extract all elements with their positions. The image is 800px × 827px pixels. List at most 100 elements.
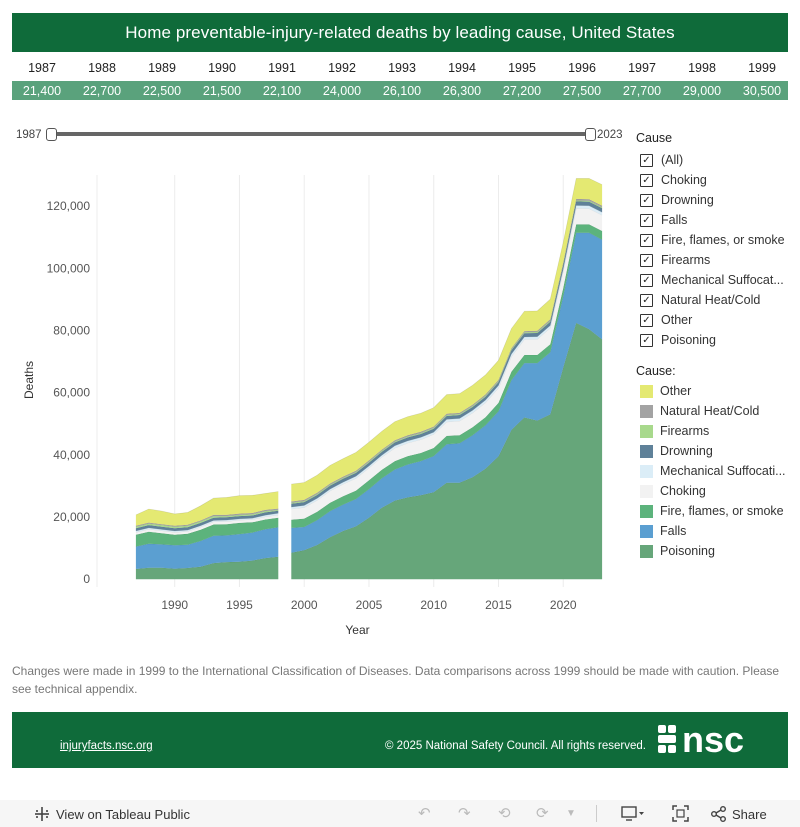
checkbox-checked-icon[interactable]: ✓ <box>640 293 653 307</box>
cause-filter-option[interactable]: ✓ Mechanical Suffocat... <box>640 270 795 290</box>
y-tick-label: 80,000 <box>53 323 90 337</box>
area-series <box>135 509 279 529</box>
undo-icon[interactable]: ↶ <box>418 805 431 822</box>
refresh-icon[interactable]: ⟳ <box>536 805 549 822</box>
revert-icon[interactable]: ⟲ <box>498 805 511 822</box>
cause-filter-label: Drowning <box>661 193 714 207</box>
legend-item[interactable]: Choking <box>640 481 795 501</box>
x-tick-label: 2010 <box>420 598 447 612</box>
checkbox-checked-icon[interactable]: ✓ <box>640 173 653 187</box>
cause-filter-option[interactable]: ✓ Poisoning <box>640 330 795 350</box>
legend-label: Mechanical Suffocati... <box>660 464 786 478</box>
area-series <box>291 232 603 553</box>
slider-start-label: 1987 <box>16 129 42 141</box>
summary-year: 1995 <box>508 61 536 75</box>
cause-filter-label: Firearms <box>661 253 711 267</box>
year-range-slider[interactable] <box>50 132 590 136</box>
legend-item[interactable]: Natural Heat/Cold <box>640 401 795 421</box>
area-series <box>135 517 279 547</box>
checkbox-checked-icon[interactable]: ✓ <box>640 253 653 267</box>
slider-end-handle[interactable] <box>585 128 596 141</box>
legend-label: Poisoning <box>660 544 715 558</box>
legend-item[interactable]: Falls <box>640 521 795 541</box>
summary-year: 1987 <box>28 61 56 75</box>
y-axis-title: Deaths <box>22 361 36 399</box>
legend-item[interactable]: Fire, flames, or smoke <box>640 501 795 521</box>
legend-item[interactable]: Mechanical Suffocati... <box>640 461 795 481</box>
checkbox-checked-icon[interactable]: ✓ <box>640 153 653 167</box>
legend-label: Other <box>660 384 692 398</box>
summary-year: 1994 <box>448 61 476 75</box>
y-tick-label: 20,000 <box>53 510 90 524</box>
view-on-tableau-button[interactable]: View on Tableau Public <box>34 806 190 822</box>
summary-year: 1993 <box>388 61 416 75</box>
cause-filter-option[interactable]: ✓ Fire, flames, or smoke <box>640 230 795 250</box>
legend-label: Fire, flames, or smoke <box>660 504 784 518</box>
cause-filter-option[interactable]: ✓ Drowning <box>640 190 795 210</box>
summary-value: 27,200 <box>502 83 542 98</box>
cause-filter-label: Poisoning <box>661 333 716 347</box>
checkbox-checked-icon[interactable]: ✓ <box>640 193 653 207</box>
cause-filter-option[interactable]: ✓ Other <box>640 310 795 330</box>
footer-banner: injuryfacts.nsc.org © 2025 National Safe… <box>12 712 788 768</box>
cause-filter-option[interactable]: ✓ Falls <box>640 210 795 230</box>
summary-year: 1990 <box>208 61 236 75</box>
cause-filter-label: Falls <box>661 213 688 227</box>
legend-item[interactable]: Poisoning <box>640 541 795 561</box>
x-tick-label: 2000 <box>291 598 318 612</box>
summary-value: 22,700 <box>82 83 122 98</box>
area-series <box>291 208 603 520</box>
summary-value: 30,500 <box>742 83 782 98</box>
refresh-dropdown-icon[interactable]: ▼ <box>566 808 576 819</box>
legend-swatch <box>640 384 653 398</box>
checkbox-checked-icon[interactable]: ✓ <box>640 273 653 287</box>
checkbox-checked-icon[interactable]: ✓ <box>640 233 653 247</box>
legend-swatch <box>640 524 653 538</box>
svg-text:nsc: nsc <box>682 722 744 758</box>
legend-label: Choking <box>660 484 706 498</box>
summary-year: 1989 <box>148 61 176 75</box>
cause-filter-list: ✓ (All) ✓ Choking ✓ Drowning ✓ Falls ✓ Fire, flam… <box>640 150 795 350</box>
legend-swatch <box>640 504 653 518</box>
x-tick-label: 1990 <box>161 598 188 612</box>
summary-value: 26,300 <box>442 83 482 98</box>
slider-start-handle[interactable] <box>46 128 57 141</box>
area-series <box>135 491 279 526</box>
injuryfacts-link[interactable]: injuryfacts.nsc.org <box>60 740 153 752</box>
summary-year: 1996 <box>568 61 596 75</box>
area-series <box>291 178 603 502</box>
summary-value: 27,700 <box>622 83 662 98</box>
legend-label: Falls <box>660 524 687 538</box>
legend-item[interactable]: Drowning <box>640 441 795 461</box>
legend-title: Cause: <box>636 364 676 378</box>
summary-value: 29,000 <box>682 83 722 98</box>
summary-value: 22,500 <box>142 83 182 98</box>
cause-filter-option[interactable]: ✓ Choking <box>640 170 795 190</box>
x-tick-label: 1995 <box>226 598 253 612</box>
icd-change-note: Changes were made in 1999 to the Interna… <box>12 664 780 696</box>
area-series <box>135 508 279 527</box>
redo-icon[interactable]: ↷ <box>458 805 471 822</box>
x-tick-label: 2015 <box>485 598 512 612</box>
dashboard-title-banner: Home preventable-injury-related deaths b… <box>12 13 788 52</box>
view-on-tableau-label: View on Tableau Public <box>56 806 190 822</box>
share-button[interactable]: Share <box>710 806 767 822</box>
device-layout-icon[interactable] <box>621 806 645 821</box>
y-tick-label: 120,000 <box>47 199 91 213</box>
legend-swatch <box>640 484 653 498</box>
share-label: Share <box>732 806 767 822</box>
checkbox-checked-icon[interactable]: ✓ <box>640 333 653 347</box>
fullscreen-icon[interactable] <box>672 805 689 822</box>
summary-value: 21,500 <box>202 83 242 98</box>
summary-value: 24,000 <box>322 83 362 98</box>
cause-filter-option[interactable]: ✓ Natural Heat/Cold <box>640 290 795 310</box>
checkbox-checked-icon[interactable]: ✓ <box>640 313 653 327</box>
legend-item[interactable]: Firearms <box>640 421 795 441</box>
cause-filter-option[interactable]: ✓ (All) <box>640 150 795 170</box>
legend-item[interactable]: Other <box>640 381 795 401</box>
checkbox-checked-icon[interactable]: ✓ <box>640 213 653 227</box>
cause-filter-option[interactable]: ✓ Firearms <box>640 250 795 270</box>
summary-year: 1998 <box>688 61 716 75</box>
nsc-logo: nsc <box>658 722 744 758</box>
series-line <box>291 178 603 485</box>
